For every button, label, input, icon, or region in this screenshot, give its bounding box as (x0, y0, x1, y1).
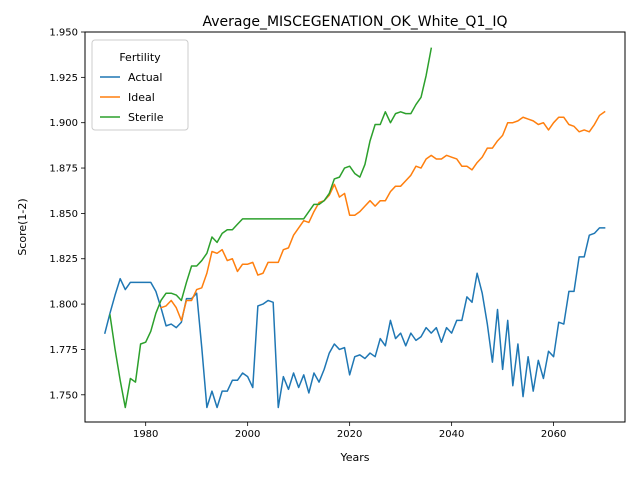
x-tick-label: 2000 (235, 429, 260, 440)
y-tick-label: 1.775 (49, 345, 78, 356)
y-tick-label: 1.750 (49, 390, 78, 401)
legend-title: Fertility (119, 51, 161, 64)
legend-label-ideal: Ideal (128, 91, 155, 104)
series-line-ideal (160, 110, 606, 322)
x-tick-label: 2040 (439, 429, 464, 440)
x-axis-label: Years (339, 451, 369, 464)
x-tick-label: 2060 (541, 429, 566, 440)
y-tick-label: 1.925 (49, 73, 78, 84)
y-tick-label: 1.950 (49, 28, 78, 39)
y-tick-label: 1.900 (49, 118, 78, 129)
y-axis: 1.750 1.775 1.800 1.825 1.850 1.875 1.900 1.925… (49, 28, 85, 401)
legend-box (91, 39, 189, 131)
series-line-actual (103, 227, 606, 409)
y-tick-label: 1.825 (49, 254, 78, 265)
y-tick-label: 1.875 (49, 164, 78, 175)
x-tick-label: 1980 (133, 429, 158, 440)
chart-title: Average_MISCEGENATION_OK_White_Q1_IQ (202, 14, 507, 30)
legend: Fertility Actual Ideal Sterile (91, 39, 189, 131)
x-tick-label: 2020 (337, 429, 362, 440)
y-axis-label: Score(1-2) (16, 198, 29, 255)
y-tick-label: 1.800 (49, 300, 78, 311)
x-axis: 1980 2000 2020 2040 2060 (133, 422, 566, 440)
series-layer (103, 47, 606, 409)
legend-label-sterile: Sterile (128, 111, 164, 124)
plot-frame (84, 31, 626, 423)
y-tick-label: 1.850 (49, 209, 78, 220)
legend-label-actual: Actual (128, 71, 162, 84)
series-line-sterile (109, 47, 433, 409)
